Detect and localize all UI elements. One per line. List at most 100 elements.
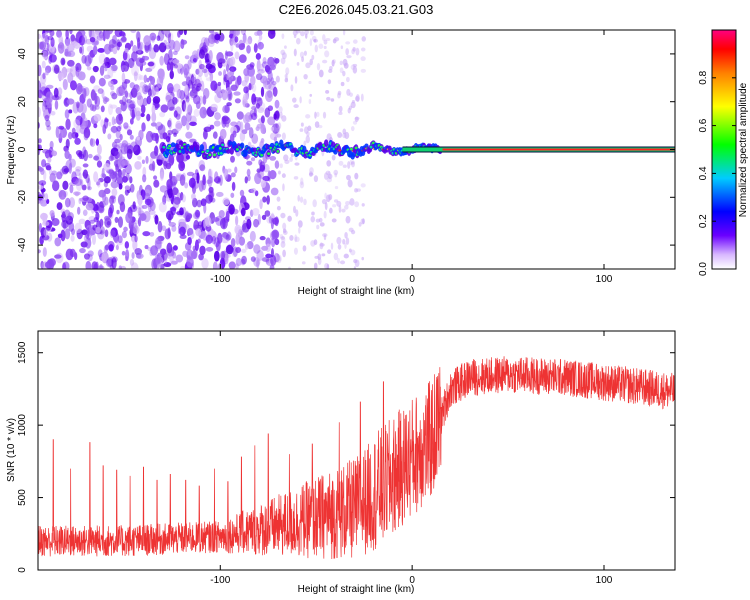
spectrogram-noise-blob xyxy=(208,33,216,45)
spectrogram-noise-blob xyxy=(40,168,45,175)
spectrogram-noise-blob xyxy=(119,133,123,141)
spectrogram-noise-blob xyxy=(210,80,218,92)
spectrogram-noise-blob xyxy=(130,224,134,234)
spectrogram-noise-blob xyxy=(287,215,292,222)
spectrogram-noise-blob xyxy=(89,75,96,84)
spectrogram-noise-blob xyxy=(89,219,95,224)
spectrogram-signal-blob xyxy=(229,147,234,155)
spectrogram-signal-blob xyxy=(239,142,245,149)
spectrogram-noise-blob xyxy=(260,179,267,189)
spectrogram-noise-blob xyxy=(266,195,270,205)
spectrogram-noise-blob xyxy=(226,102,232,107)
spectrogram-noise-blob xyxy=(203,126,212,133)
spectrogram-y-tick-label: -20 xyxy=(17,190,28,205)
spectrogram-noise-blob xyxy=(244,176,248,184)
spectrogram-noise-blob xyxy=(322,111,327,119)
spectrogram-noise-blob xyxy=(228,204,235,215)
spectrogram-noise-blob xyxy=(86,225,92,231)
spectrogram-noise-blob xyxy=(215,191,224,197)
spectrogram-noise-blob xyxy=(294,234,298,243)
spectrogram-noise-blob xyxy=(342,238,346,245)
spectrogram-noise-blob xyxy=(240,248,247,254)
spectrogram-noise-blob xyxy=(49,209,55,217)
spectrogram-noise-blob xyxy=(281,52,287,60)
spectrogram-noise-blob xyxy=(96,143,102,155)
spectrogram-noise-blob xyxy=(352,63,358,68)
spectrogram-noise-blob xyxy=(360,68,367,73)
spectrogram-noise-blob xyxy=(318,217,323,223)
spectrogram-noise-blob xyxy=(76,101,80,109)
spectrogram-noise-blob xyxy=(131,109,136,120)
spectrogram-noise-blob xyxy=(104,30,111,40)
spectrogram-signal-blob xyxy=(195,144,200,152)
spectrogram-noise-blob xyxy=(118,149,123,161)
spectrogram-noise-blob xyxy=(104,229,109,238)
spectrogram-noise-blob xyxy=(272,86,278,97)
spectrogram-noise-blob xyxy=(121,95,126,106)
spectrogram-noise-blob xyxy=(83,127,91,139)
spectrogram-noise-blob xyxy=(284,74,287,79)
spectrogram-noise-blob xyxy=(129,183,135,193)
spectrogram-noise-blob xyxy=(74,132,79,138)
spectrogram-noise-blob xyxy=(75,82,83,95)
spectrogram-noise-blob xyxy=(195,101,201,110)
spectrogram-noise-blob xyxy=(65,68,73,73)
spectrogram-noise-blob xyxy=(276,196,281,202)
spectrogram-noise-blob xyxy=(110,64,118,72)
spectrogram-noise-blob xyxy=(223,233,230,240)
spectrogram-signal-blob xyxy=(226,148,231,154)
spectrogram-noise-blob xyxy=(95,226,101,234)
spectrogram-noise-blob xyxy=(310,240,316,247)
spectrogram-noise-blob xyxy=(302,245,307,252)
spectrogram-noise-blob xyxy=(108,155,115,162)
spectrogram-noise-blob xyxy=(303,198,307,206)
spectrogram-noise-blob xyxy=(164,253,168,265)
spectrogram-noise-blob xyxy=(104,244,109,251)
spectrogram-noise-blob xyxy=(270,248,274,258)
spectrogram-noise-blob xyxy=(270,187,279,196)
spectrogram-noise-blob xyxy=(68,197,76,209)
spectrogram-noise-blob xyxy=(202,129,208,140)
spectrogram-noise-blob xyxy=(194,78,201,88)
spectrogram-noise-blob xyxy=(347,179,353,188)
spectrogram-signal-core xyxy=(350,147,354,151)
spectrogram-noise-blob xyxy=(42,247,47,257)
colorbar-tick-label: 0.0 xyxy=(698,262,709,276)
spectrogram-noise-blob xyxy=(309,167,314,175)
spectrogram-noise-blob xyxy=(61,59,65,65)
spectrogram-noise-blob xyxy=(186,171,195,177)
spectrogram-noise-blob xyxy=(87,253,93,262)
spectrogram-noise-blob xyxy=(192,245,196,251)
spectrogram-noise-blob xyxy=(323,45,327,50)
spectrogram-noise-blob xyxy=(300,31,305,37)
spectrogram-noise-blob xyxy=(212,217,220,222)
spectrogram-noise-blob xyxy=(299,51,305,58)
spectrogram-noise-blob xyxy=(41,221,50,227)
spectrogram-noise-blob xyxy=(301,261,306,265)
spectrogram-noise-blob xyxy=(173,64,179,69)
spectrogram-noise-blob xyxy=(171,225,177,232)
spectrogram-noise-blob xyxy=(334,186,339,190)
spectrogram-noise-blob xyxy=(333,252,339,261)
spectrogram-noise-blob xyxy=(64,228,71,240)
spectrogram-noise-blob xyxy=(143,35,151,46)
spectrogram-noise-blob xyxy=(210,103,218,112)
spectrogram-noise-blob xyxy=(129,91,133,100)
spectrogram-noise-blob xyxy=(179,207,184,216)
spectrogram-noise-blob xyxy=(176,152,184,163)
spectrogram-noise-blob xyxy=(61,219,69,229)
spectrogram-noise-blob xyxy=(299,196,304,203)
spectrogram-noise-blob xyxy=(305,62,311,69)
spectrogram-noise-blob xyxy=(314,255,320,259)
spectrogram-noise-blob xyxy=(93,216,99,223)
spectrogram-noise-blob xyxy=(309,58,313,66)
spectrogram-noise-blob xyxy=(75,69,83,79)
snr-x-ticks: -100 0 100 xyxy=(210,331,613,586)
spectrogram-noise-blob xyxy=(350,161,355,165)
spectrogram-signal-core xyxy=(178,150,182,153)
spectrogram-noise-blob xyxy=(39,41,47,50)
spectrogram-noise-blob xyxy=(256,259,260,269)
spectrogram-noise-blob xyxy=(126,98,133,104)
spectrogram-noise-blob xyxy=(261,245,269,251)
